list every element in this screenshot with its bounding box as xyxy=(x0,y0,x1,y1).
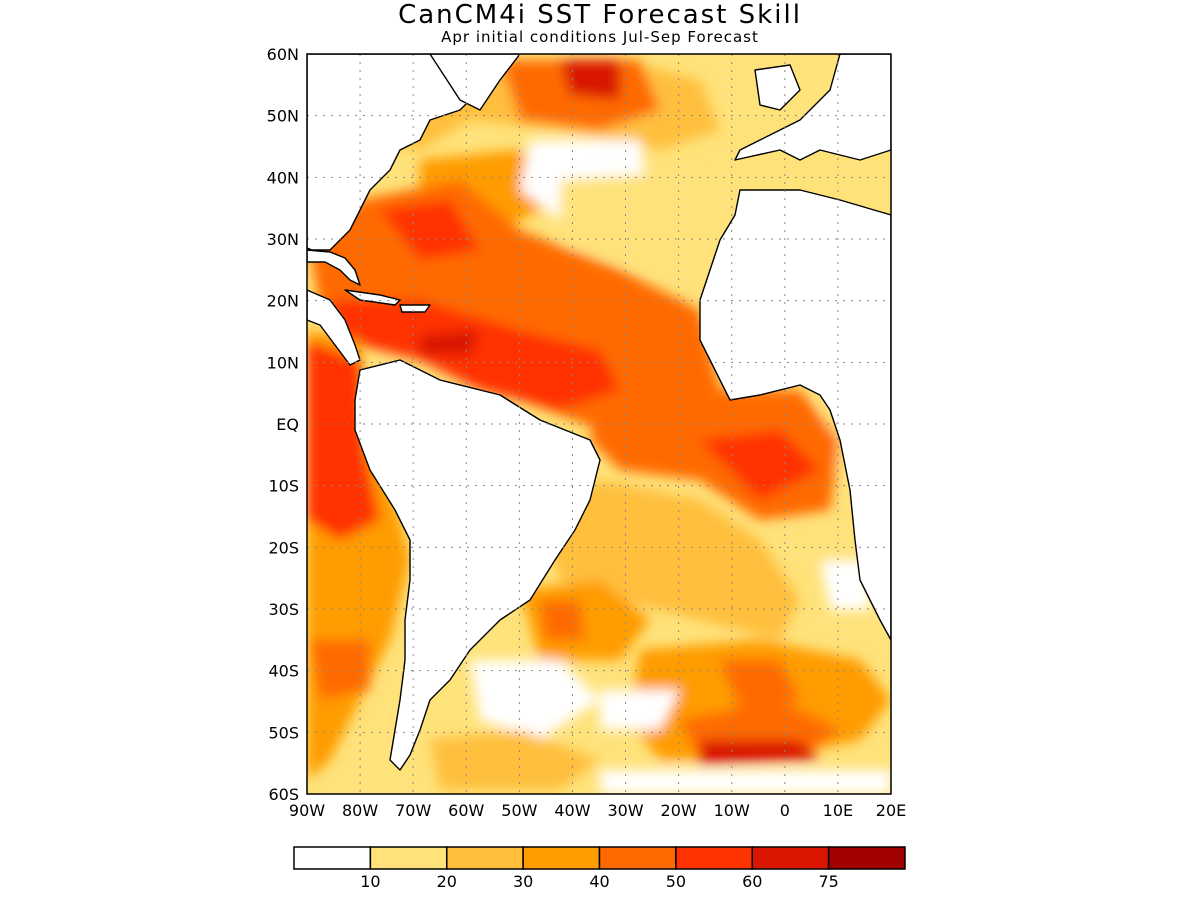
graticule xyxy=(307,54,891,794)
latitude-label: 60N xyxy=(267,45,299,64)
colorbar-label: 60 xyxy=(742,872,762,891)
colorbar-swatch xyxy=(598,846,677,870)
latitude-label: 60S xyxy=(268,785,299,804)
colorbar-swatch xyxy=(675,846,753,870)
colorbar-swatch xyxy=(827,846,906,870)
map-subtitle: Apr initial conditions Jul-Sep Forecast xyxy=(441,28,759,46)
longitude-label: 20E xyxy=(876,801,906,820)
land-masses xyxy=(307,54,891,771)
latitude-label: 50S xyxy=(268,723,299,742)
colorbar-swatch xyxy=(522,846,601,870)
longitude-label: 90W xyxy=(289,801,325,820)
latitude-label: 20N xyxy=(267,292,299,311)
colorbar-swatch xyxy=(293,846,372,870)
colorbar-label: 30 xyxy=(513,872,533,891)
longitude-label: 50W xyxy=(501,801,537,820)
colorbar-swatch xyxy=(369,846,448,870)
longitude-label: 20W xyxy=(661,801,697,820)
latitude-label: EQ xyxy=(276,415,299,434)
latitude-label: 30S xyxy=(268,600,299,619)
latitude-labels: 60N 50N 40N 30N 20N 10N EQ 10S 20S 30S 40S 50S 60S xyxy=(267,45,299,804)
map-title: CanCM4i SST Forecast Skill xyxy=(398,0,802,30)
longitude-label: 40W xyxy=(554,801,590,820)
longitude-label: 10W xyxy=(714,801,750,820)
longitude-labels: 90W 80W 70W 60W 50W 40W 30W 20W 10W 0 10E 20E xyxy=(289,801,906,820)
latitude-label: 10S xyxy=(268,477,299,496)
latitude-label: 10N xyxy=(267,353,299,372)
plot-frame xyxy=(306,53,892,795)
longitude-label: 70W xyxy=(395,801,431,820)
latitude-label: 20S xyxy=(268,538,299,557)
colorbar-label: 40 xyxy=(589,872,609,891)
longitude-label: 30W xyxy=(607,801,643,820)
latitude-label: 30N xyxy=(267,230,299,249)
longitude-label: 0 xyxy=(780,801,790,820)
colorbar-label: 75 xyxy=(818,872,838,891)
longitude-label: 60W xyxy=(448,801,484,820)
latitude-label: 40S xyxy=(268,662,299,681)
latitude-label: 40N xyxy=(267,168,299,187)
longitude-label: 80W xyxy=(342,801,378,820)
colorbar-label: 10 xyxy=(360,872,380,891)
colorbar-swatch xyxy=(446,846,524,870)
colorbar-label: 20 xyxy=(437,872,457,891)
longitude-label: 10E xyxy=(823,801,853,820)
latitude-label: 50N xyxy=(267,107,299,126)
skill-field xyxy=(307,54,891,794)
colorbar-label: 50 xyxy=(666,872,686,891)
colorbar-swatch xyxy=(751,846,830,870)
